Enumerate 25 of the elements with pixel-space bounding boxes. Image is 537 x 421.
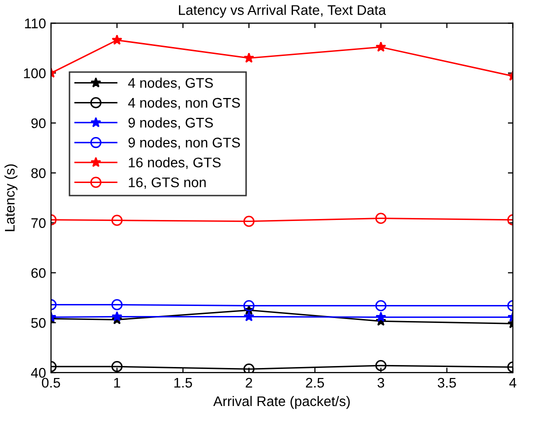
y-tick-label: 70 xyxy=(31,218,46,228)
x-tick-label: 2.5 xyxy=(306,378,324,388)
x-tick-label: 1 xyxy=(114,378,120,388)
y-axis-title: Latency (s) xyxy=(4,164,18,232)
chart-title: Latency vs Arrival Rate, Text Data xyxy=(178,4,386,18)
legend-label: 4 nodes, GTS xyxy=(128,78,213,90)
legend-label: 9 nodes, GTS xyxy=(128,117,213,130)
legend-label: 9 nodes, non GTS xyxy=(128,137,240,150)
x-axis-title: Arrival Rate (packet/s) xyxy=(213,396,350,409)
x-tick-label: 3.5 xyxy=(438,378,456,388)
legend-label: 16, GTS non xyxy=(128,177,206,189)
x-tick-label: 3 xyxy=(378,378,384,388)
x-tick-label: 4 xyxy=(509,378,516,388)
y-tick-label: 110 xyxy=(25,18,46,28)
y-tick-label: 60 xyxy=(31,268,46,278)
y-tick-label: 90 xyxy=(31,118,46,128)
x-tick-label: 1.5 xyxy=(174,378,192,388)
x-tick-label: 2 xyxy=(246,378,252,388)
legend-label: 4 nodes, non GTS xyxy=(128,98,240,110)
y-tick-label: 80 xyxy=(31,168,46,178)
y-tick-label: 100 xyxy=(24,68,46,78)
y-tick-label: 50 xyxy=(31,318,46,328)
legend-label: 16 nodes, GTS xyxy=(128,157,221,170)
x-tick-label: 0.5 xyxy=(42,378,60,388)
y-tick-label: 40 xyxy=(31,368,46,378)
